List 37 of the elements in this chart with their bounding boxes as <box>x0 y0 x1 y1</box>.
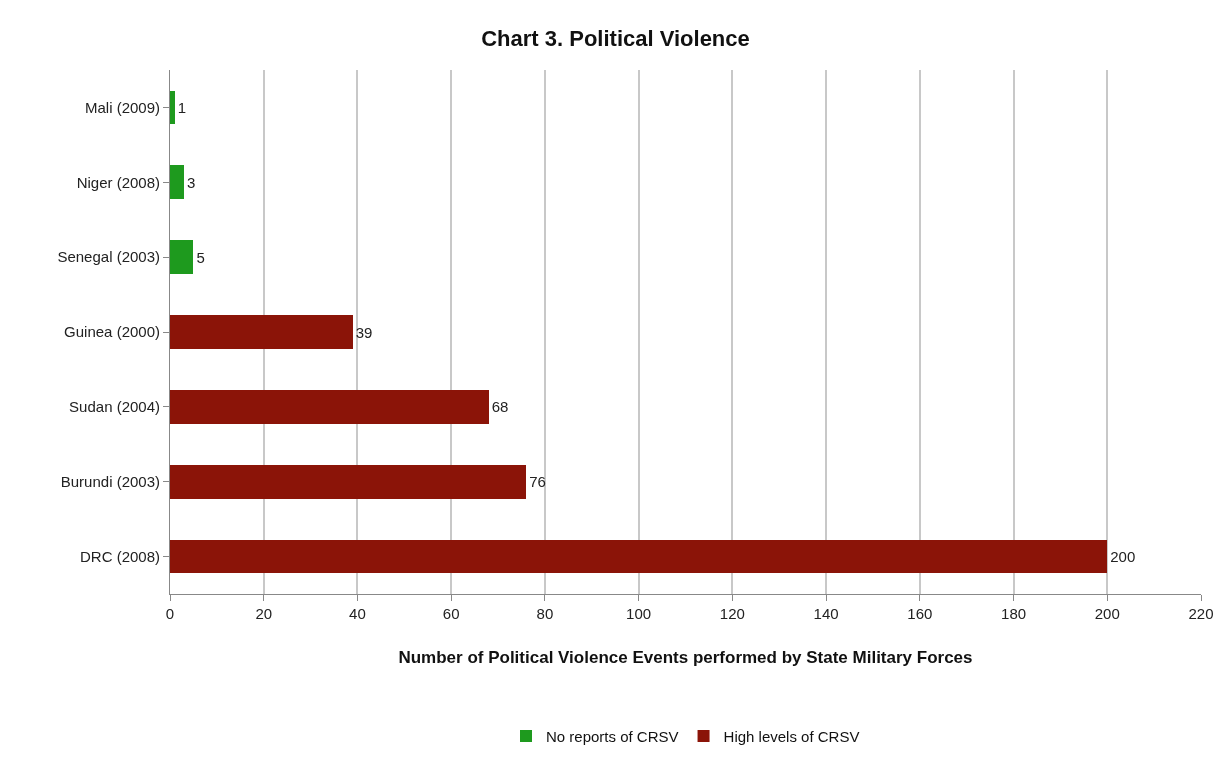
bar <box>170 315 353 349</box>
x-tick-label: 220 <box>1188 605 1214 622</box>
data-label: 76 <box>529 473 546 491</box>
data-label: 5 <box>196 248 205 266</box>
y-tick-label: Mali (2009) <box>84 98 160 116</box>
bar <box>170 464 527 499</box>
bar <box>170 90 175 125</box>
bar <box>170 240 194 274</box>
x-tick-label: 120 <box>719 605 745 622</box>
bar <box>170 390 489 424</box>
data-label: 39 <box>355 323 373 341</box>
legend-label: No reports of CRSV <box>546 727 679 745</box>
x-axis-title: Number of Political Violence Events performed by State Military Forces <box>398 648 973 668</box>
bar <box>170 539 1108 574</box>
bar <box>170 165 185 200</box>
x-tick-label: 160 <box>907 605 933 622</box>
y-tick-label: Guinea (2000) <box>64 323 160 341</box>
x-tick-label: 20 <box>255 605 273 622</box>
data-label: 1 <box>177 98 187 116</box>
y-tick-label: Senegal (2003) <box>57 248 160 266</box>
data-label: 200 <box>1110 548 1136 566</box>
x-tick-label: 60 <box>442 605 460 622</box>
x-tick-label: 200 <box>1094 605 1120 622</box>
data-label: 3 <box>187 173 196 191</box>
x-tick-label: 100 <box>626 605 652 622</box>
y-tick-label: Sudan (2004) <box>69 398 160 416</box>
x-tick-label: 140 <box>813 605 839 622</box>
y-tick-label: Burundi (2003) <box>60 472 160 490</box>
y-tick-label: DRC (2008) <box>79 547 160 565</box>
chart-title: Chart 3. Political Violence <box>481 26 750 51</box>
data-label: 68 <box>491 398 509 416</box>
y-tick-label: Niger (2008) <box>76 173 160 191</box>
x-tick-label: 180 <box>1001 605 1027 622</box>
x-tick-label: 0 <box>165 605 175 622</box>
legend-label: High levels of CRSV <box>723 727 860 745</box>
x-tick-label: 80 <box>536 605 554 622</box>
x-tick-label: 40 <box>349 605 366 622</box>
